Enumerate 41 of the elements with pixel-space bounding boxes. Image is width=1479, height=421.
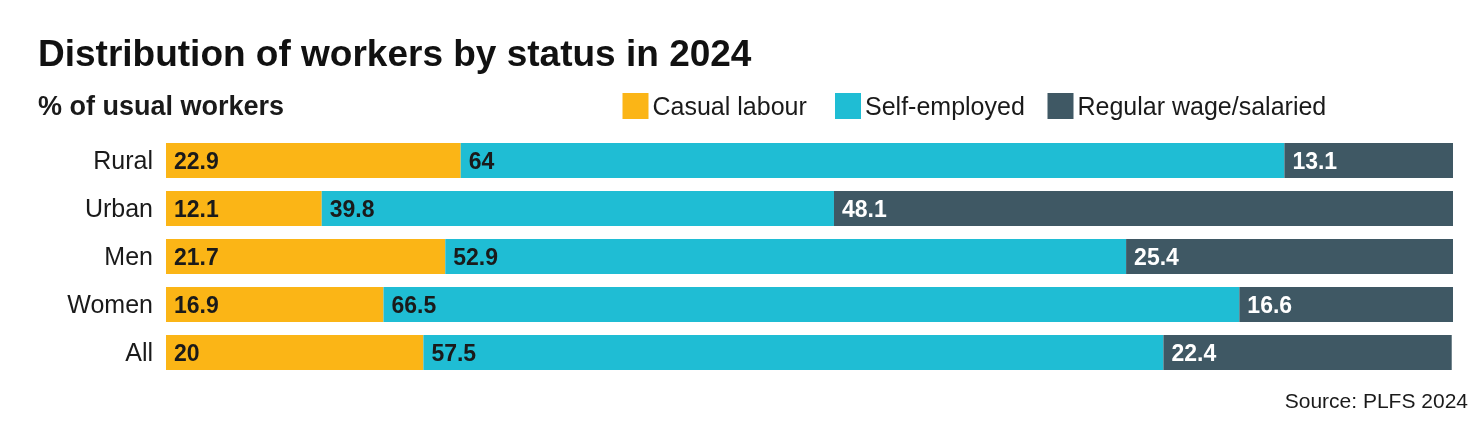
data-label: 57.5	[431, 339, 477, 366]
legend-label: Self-employed	[865, 91, 1025, 120]
bar	[321, 191, 834, 226]
data-label: 48.1	[841, 195, 887, 222]
data-label: 25.4	[1134, 243, 1180, 270]
y-tick-label: Men	[104, 242, 153, 271]
bar	[1284, 143, 1453, 178]
bar	[166, 335, 424, 370]
bar	[383, 287, 1240, 322]
data-label: 16.9	[174, 291, 219, 318]
bar	[1126, 239, 1453, 274]
data-label: 66.5	[391, 291, 437, 318]
y-tick-label: Rural	[93, 146, 153, 175]
bar	[1163, 335, 1452, 370]
source-note: Source: PLFS 2024	[1284, 389, 1469, 412]
legend-label: Regular wage/salaried	[1077, 91, 1327, 120]
chart-title: Distribution of workers by status in 2024	[38, 33, 752, 74]
bar	[166, 191, 322, 226]
data-label: 20	[174, 339, 200, 366]
legend-label: Casual labour	[652, 91, 807, 120]
bar	[833, 191, 1453, 226]
bar	[166, 239, 446, 274]
data-label: 21.7	[174, 243, 219, 270]
data-label: 64	[468, 147, 495, 174]
data-label: 13.1	[1292, 147, 1338, 174]
chart-subtitle: % of usual workers	[38, 91, 285, 121]
bar	[166, 287, 384, 322]
y-tick-label: Women	[67, 290, 153, 319]
data-label: 16.6	[1247, 291, 1293, 318]
data-label: 12.1	[174, 195, 219, 222]
data-label: 22.4	[1171, 339, 1217, 366]
y-tick-label: All	[125, 338, 153, 367]
bar	[423, 335, 1164, 370]
data-label: 22.9	[174, 147, 219, 174]
bar	[166, 143, 461, 178]
bar	[460, 143, 1285, 178]
bar	[1239, 287, 1453, 322]
data-label: 52.9	[453, 243, 499, 270]
y-tick-label: Urban	[84, 194, 153, 223]
bar	[445, 239, 1127, 274]
data-label: 39.8	[329, 195, 375, 222]
